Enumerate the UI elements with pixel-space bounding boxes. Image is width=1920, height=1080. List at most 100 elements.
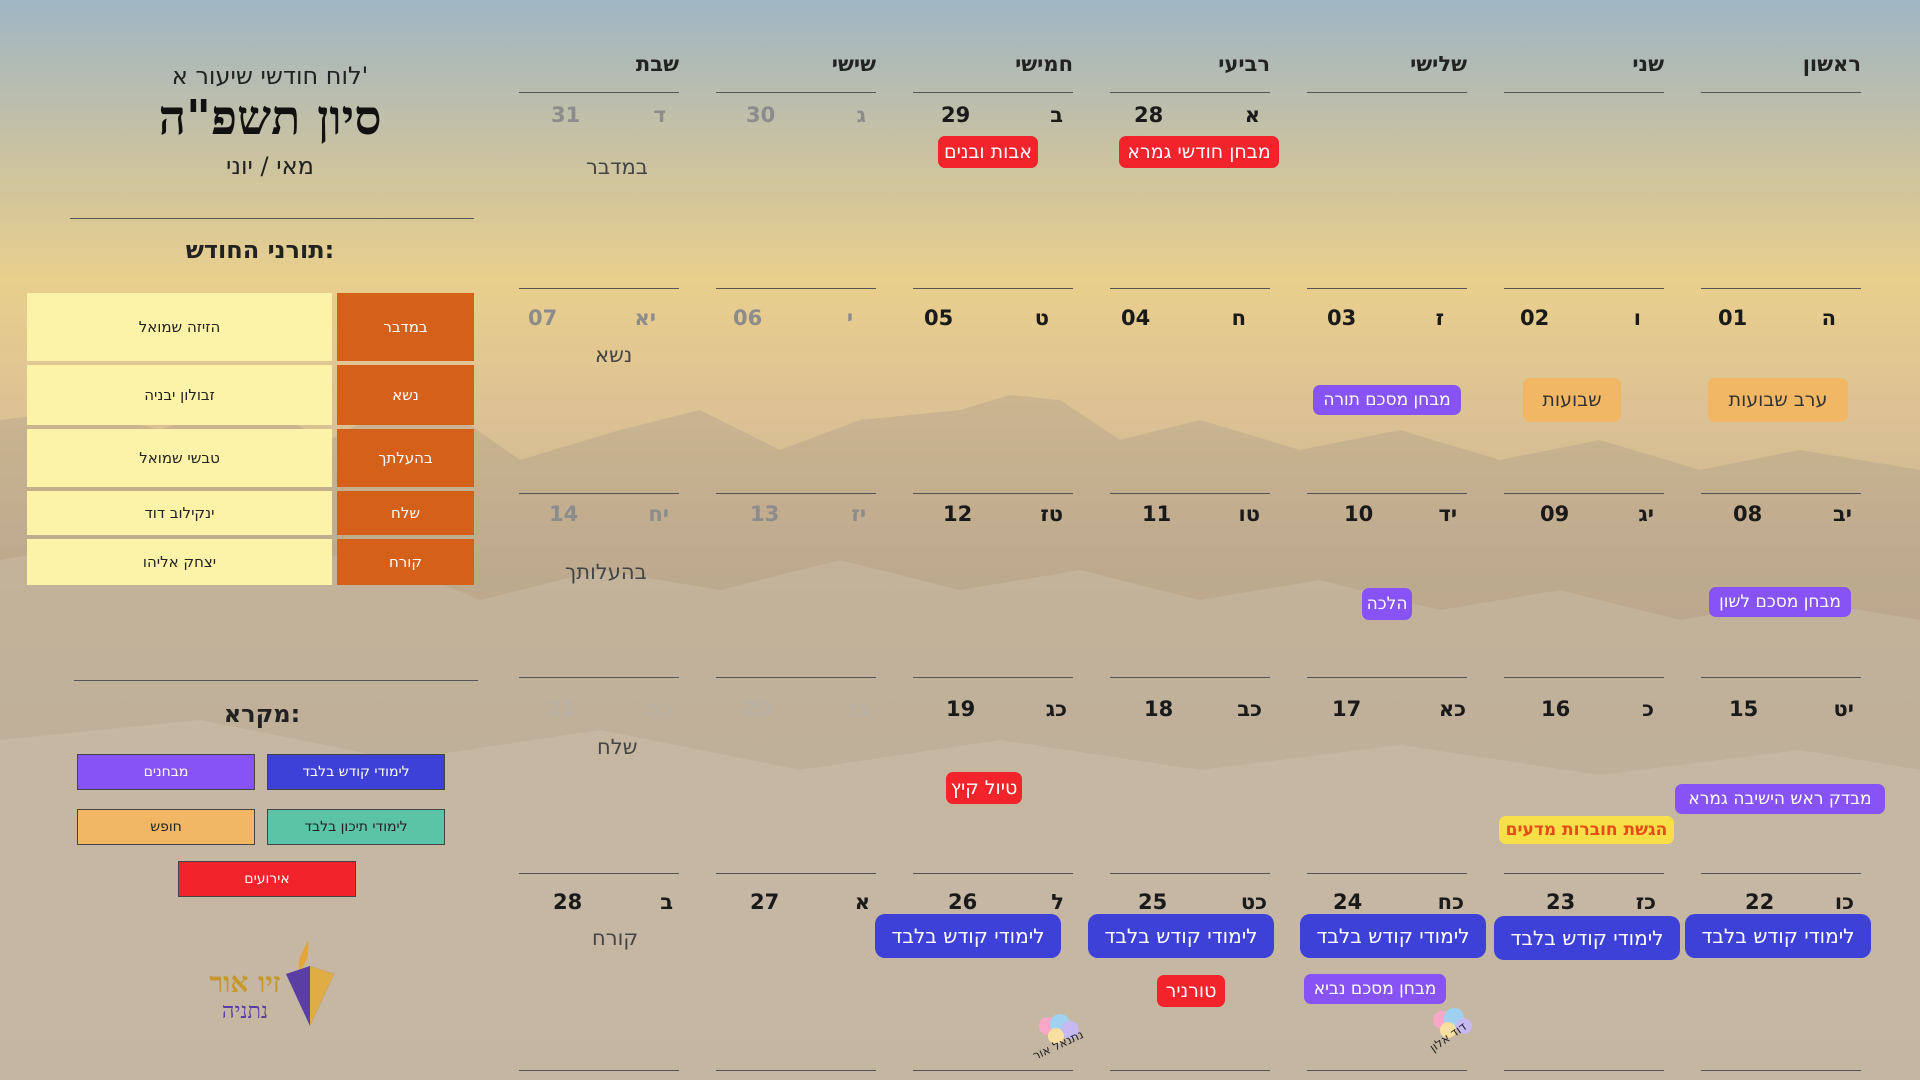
dayname-sunday: ראשון <box>1802 52 1861 76</box>
duty-row: טבשי שמואל בהעלתך <box>27 429 474 487</box>
event-science[interactable]: הגשת חוברות מדעים <box>1499 816 1674 844</box>
event-rosh-yeshiva[interactable]: מבדק ראש הישיבה גמרא <box>1675 784 1885 814</box>
hebrew-date: כד <box>844 697 869 721</box>
hebrew-date: ו <box>1633 306 1641 330</box>
duty-parsha: שלח <box>337 491 474 535</box>
legend-vacation: חופש <box>77 809 255 845</box>
grid-line <box>1110 873 1270 874</box>
hebrew-date: יד <box>1438 502 1457 526</box>
logo-line1: זיו אור <box>209 966 281 999</box>
greg-date: 28 <box>1134 103 1164 127</box>
grid-line <box>1307 288 1467 289</box>
weekly-parsha: בהעלותך <box>565 560 647 584</box>
greg-date: 29 <box>941 103 971 127</box>
greg-date: 30 <box>746 103 776 127</box>
event-erev-shavuot[interactable]: ערב שבועות <box>1708 378 1848 422</box>
grid-line <box>716 1070 876 1071</box>
greg-date: 10 <box>1344 502 1374 526</box>
grid-line <box>1701 873 1861 874</box>
duty-row: ינקילוב דוד שלח <box>27 491 474 535</box>
grid-line <box>913 873 1073 874</box>
greg-date: 23 <box>1546 890 1576 914</box>
legend-events: אירועים <box>178 861 356 897</box>
event-trip[interactable]: טיול קיץ <box>946 772 1022 804</box>
hebrew-date: כה <box>646 697 673 721</box>
event-halacha[interactable]: הלכה <box>1362 588 1412 620</box>
hebrew-date: ט <box>1034 306 1049 330</box>
school-logo: זיו אור נתניה <box>190 940 340 1030</box>
event-kodesh-only[interactable]: לימודי קודש בלבד <box>1088 914 1274 958</box>
legend-exams: מבחנים <box>77 754 255 790</box>
duty-parsha: בהעלתך <box>337 429 474 487</box>
duty-parsha: במדבר <box>337 293 474 361</box>
weekly-parsha: נשא <box>595 343 633 367</box>
event-shavuot[interactable]: שבועות <box>1523 378 1621 422</box>
duty-name: יצחק אליהו <box>27 539 332 585</box>
greg-date: 17 <box>1332 697 1362 721</box>
weekly-parsha: שלח <box>597 735 638 759</box>
hebrew-date: כז <box>1635 890 1656 914</box>
hebrew-date: כו <box>1834 890 1854 914</box>
event-kodesh-only[interactable]: לימודי קודש בלבד <box>1494 916 1680 960</box>
event-torah-exam[interactable]: מבחן מסכם תורה <box>1313 385 1461 415</box>
duties-title: תורני החודש: <box>185 236 335 264</box>
hebrew-date: ב <box>1050 103 1063 127</box>
flame-icon <box>286 940 334 1026</box>
grid-line <box>1307 493 1467 494</box>
birthday-balloons: נתנאל אור <box>1030 1012 1090 1072</box>
grid-line <box>913 677 1073 678</box>
hebrew-date: י <box>846 306 853 330</box>
hebrew-date: ל <box>1051 890 1064 914</box>
month-title: סיון תשפ"ה <box>158 90 382 146</box>
event-navi-exam[interactable]: מבחן מסכם נביא <box>1304 974 1446 1004</box>
grid-line <box>716 677 876 678</box>
greg-date: 25 <box>1138 890 1168 914</box>
grid-line <box>913 92 1073 93</box>
grid-line <box>1110 1070 1270 1071</box>
greg-date: 08 <box>1733 502 1763 526</box>
greg-date: 04 <box>1121 306 1151 330</box>
event-kodesh-only[interactable]: לימודי קודש בלבד <box>1300 914 1486 958</box>
duty-name: הזיזה שמואל <box>27 293 332 361</box>
grid-line <box>1701 288 1861 289</box>
greg-date: 06 <box>733 306 763 330</box>
event-avot-ubanim[interactable]: אבות ובנים <box>938 136 1038 168</box>
grid-line <box>519 288 679 289</box>
event-kodesh-only[interactable]: לימודי קודש בלבד <box>875 914 1061 958</box>
greg-date: 22 <box>1745 890 1775 914</box>
grid-line <box>1307 1070 1467 1071</box>
greg-date: 16 <box>1541 697 1571 721</box>
hebrew-date: כא <box>1438 697 1466 721</box>
grid-line <box>913 493 1073 494</box>
grid-line <box>1307 92 1467 93</box>
greg-date: 13 <box>750 502 780 526</box>
event-tournament[interactable]: טורניר <box>1157 975 1225 1007</box>
event-gemara-exam[interactable]: מבחן חודשי גמרא <box>1119 136 1279 168</box>
grid-line <box>1504 92 1664 93</box>
hebrew-date: ה <box>1821 306 1836 330</box>
grid-line <box>519 1070 679 1071</box>
hebrew-date: א <box>854 890 870 914</box>
duty-row: זבולון יבניה נשא <box>27 365 474 425</box>
balloon-icon <box>1039 1014 1079 1044</box>
hebrew-date: כ <box>1642 697 1654 721</box>
hebrew-date: ב <box>660 890 673 914</box>
duty-row: הזיזה שמואל במדבר <box>27 293 474 361</box>
hebrew-date: יז <box>851 502 866 526</box>
grid-line <box>913 1070 1073 1071</box>
grid-line <box>1110 493 1270 494</box>
grid-line <box>1701 677 1861 678</box>
hebrew-date: טז <box>1040 502 1063 526</box>
hebrew-date: כט <box>1240 890 1267 914</box>
grid-line <box>1504 493 1664 494</box>
birthday-balloons: דוד אלון <box>1420 1006 1480 1068</box>
event-kodesh-only[interactable]: לימודי קודש בלבד <box>1685 914 1871 958</box>
duty-row: יצחק אליהו קורח <box>27 539 474 585</box>
weekly-parsha: במדבר <box>586 155 648 179</box>
greg-date: 20 <box>743 697 773 721</box>
grid-line <box>519 493 679 494</box>
divider <box>70 218 474 219</box>
greg-date: 09 <box>1540 502 1570 526</box>
greg-date: 03 <box>1327 306 1357 330</box>
event-lashon-exam[interactable]: מבחן מסכם לשון <box>1709 587 1851 617</box>
